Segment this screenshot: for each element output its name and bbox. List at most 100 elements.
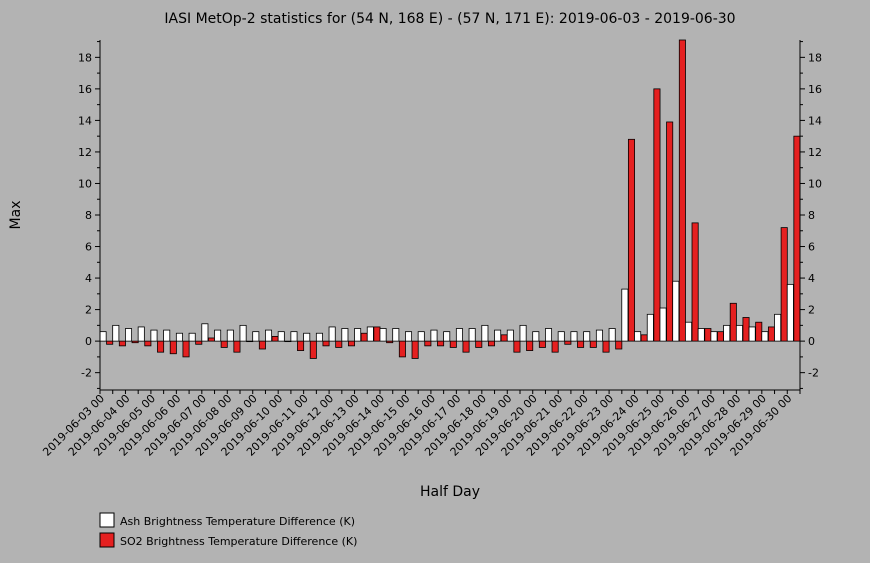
bar-ash bbox=[659, 307, 667, 342]
legend-swatch-ash bbox=[99, 512, 115, 528]
bar-so2 bbox=[780, 227, 788, 342]
bar-so2 bbox=[666, 121, 674, 342]
bar-ash bbox=[303, 332, 311, 342]
bar-so2 bbox=[157, 340, 165, 353]
bar-so2 bbox=[322, 340, 330, 347]
bar-so2 bbox=[449, 340, 457, 348]
bar-ash bbox=[685, 321, 693, 342]
bar-ash bbox=[723, 324, 731, 342]
y-tick-label-right: 16 bbox=[808, 83, 822, 96]
bar-so2 bbox=[182, 340, 190, 358]
bar-so2 bbox=[577, 340, 585, 348]
bar-ash bbox=[175, 332, 183, 342]
bar-so2 bbox=[640, 334, 648, 342]
bar-so2 bbox=[589, 340, 597, 348]
y-tick-label-left: 14 bbox=[78, 114, 92, 127]
legend-label-so2: SO2 Brightness Temperature Difference (K… bbox=[120, 535, 357, 548]
bar-so2 bbox=[169, 340, 177, 355]
bar-ash bbox=[366, 326, 374, 342]
bar-so2 bbox=[411, 340, 419, 359]
bar-so2 bbox=[500, 334, 508, 342]
bar-ash bbox=[774, 313, 782, 342]
bar-ash bbox=[239, 324, 247, 342]
y-tick-label-left: 18 bbox=[78, 51, 92, 64]
bar-ash bbox=[468, 328, 476, 342]
bar-ash bbox=[634, 331, 642, 342]
bar-so2 bbox=[373, 326, 381, 342]
bar-so2 bbox=[284, 340, 292, 343]
bar-so2 bbox=[118, 340, 126, 347]
bar-so2 bbox=[309, 340, 317, 359]
bar-so2 bbox=[767, 326, 775, 342]
y-tick-label-right: 14 bbox=[808, 114, 822, 127]
bar-ash bbox=[354, 328, 362, 342]
bar-so2 bbox=[704, 328, 712, 342]
bar-ash bbox=[252, 331, 260, 342]
bar-so2 bbox=[335, 340, 343, 348]
bar-ash bbox=[761, 331, 769, 342]
bar-ash bbox=[405, 331, 413, 342]
bar-so2 bbox=[729, 302, 737, 342]
bar-ash bbox=[379, 328, 387, 342]
bar-ash bbox=[226, 329, 234, 342]
bar-ash bbox=[697, 328, 705, 342]
bar-ash bbox=[277, 331, 285, 342]
bar-ash bbox=[481, 324, 489, 342]
y-tick-label-right: 4 bbox=[808, 272, 815, 285]
bar-so2 bbox=[678, 39, 686, 342]
y-tick-label-right: 8 bbox=[808, 209, 815, 222]
bar-ash bbox=[608, 328, 616, 342]
bar-ash bbox=[430, 329, 438, 342]
y-tick-label-right: 18 bbox=[808, 51, 822, 64]
y-tick-label-right: -2 bbox=[808, 367, 819, 380]
bar-ash bbox=[214, 329, 222, 342]
y-tick-label-right: 2 bbox=[808, 304, 815, 317]
bar-ash bbox=[163, 329, 171, 342]
bar-ash bbox=[328, 326, 336, 342]
bar-ash bbox=[595, 329, 603, 342]
bar-so2 bbox=[271, 335, 279, 342]
bar-so2 bbox=[653, 88, 661, 342]
bar-ash bbox=[570, 331, 578, 342]
bar-ash bbox=[125, 328, 133, 342]
bar-ash bbox=[532, 331, 540, 342]
bar-so2 bbox=[538, 340, 546, 348]
bar-ash bbox=[392, 328, 400, 342]
y-tick-label-left: 8 bbox=[85, 209, 92, 222]
bar-so2 bbox=[526, 340, 534, 351]
y-tick-label-right: 10 bbox=[808, 177, 822, 190]
bar-so2 bbox=[424, 340, 432, 347]
bar-ash bbox=[188, 332, 196, 342]
bar-ash bbox=[290, 331, 298, 342]
bar-so2 bbox=[475, 340, 483, 348]
bar-so2 bbox=[297, 340, 305, 351]
bar-so2 bbox=[717, 331, 725, 342]
bar-so2 bbox=[233, 340, 241, 353]
bar-so2 bbox=[347, 340, 355, 347]
bar-so2 bbox=[742, 317, 750, 342]
bar-ash bbox=[646, 313, 654, 342]
legend-swatch-so2 bbox=[99, 532, 115, 548]
bar-so2 bbox=[437, 340, 445, 347]
bar-ash bbox=[710, 331, 718, 342]
bar-so2 bbox=[131, 340, 139, 344]
bar-so2 bbox=[398, 340, 406, 358]
bar-so2 bbox=[258, 340, 266, 350]
bar-so2 bbox=[627, 138, 635, 342]
bar-ash bbox=[137, 326, 145, 342]
x-axis-label: Half Day bbox=[420, 484, 480, 500]
y-axis-label: Max bbox=[8, 201, 24, 230]
y-tick-label-right: 12 bbox=[808, 146, 822, 159]
bar-ash bbox=[150, 329, 158, 342]
bar-ash bbox=[545, 328, 553, 342]
bar-ash bbox=[417, 331, 425, 342]
y-tick-label-right: 0 bbox=[808, 335, 815, 348]
y-tick-label-left: 0 bbox=[85, 335, 92, 348]
y-tick-label-left: -2 bbox=[81, 367, 92, 380]
bar-so2 bbox=[386, 340, 394, 344]
y-tick-label-left: 16 bbox=[78, 83, 92, 96]
y-tick-label-left: 6 bbox=[85, 241, 92, 254]
bar-ash bbox=[748, 326, 756, 342]
